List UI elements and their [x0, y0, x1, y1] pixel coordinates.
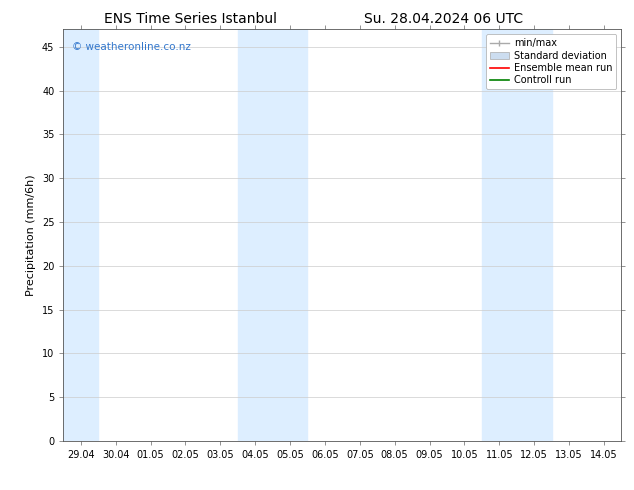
Legend: min/max, Standard deviation, Ensemble mean run, Controll run: min/max, Standard deviation, Ensemble me…: [486, 34, 616, 89]
Bar: [238, 29, 307, 441]
Text: © weatheronline.co.nz: © weatheronline.co.nz: [72, 42, 191, 52]
Text: Su. 28.04.2024 06 UTC: Su. 28.04.2024 06 UTC: [365, 12, 523, 26]
Bar: [482, 29, 552, 441]
Y-axis label: Precipitation (mm/6h): Precipitation (mm/6h): [27, 174, 36, 296]
Bar: [63, 29, 98, 441]
Text: ENS Time Series Istanbul: ENS Time Series Istanbul: [104, 12, 276, 26]
